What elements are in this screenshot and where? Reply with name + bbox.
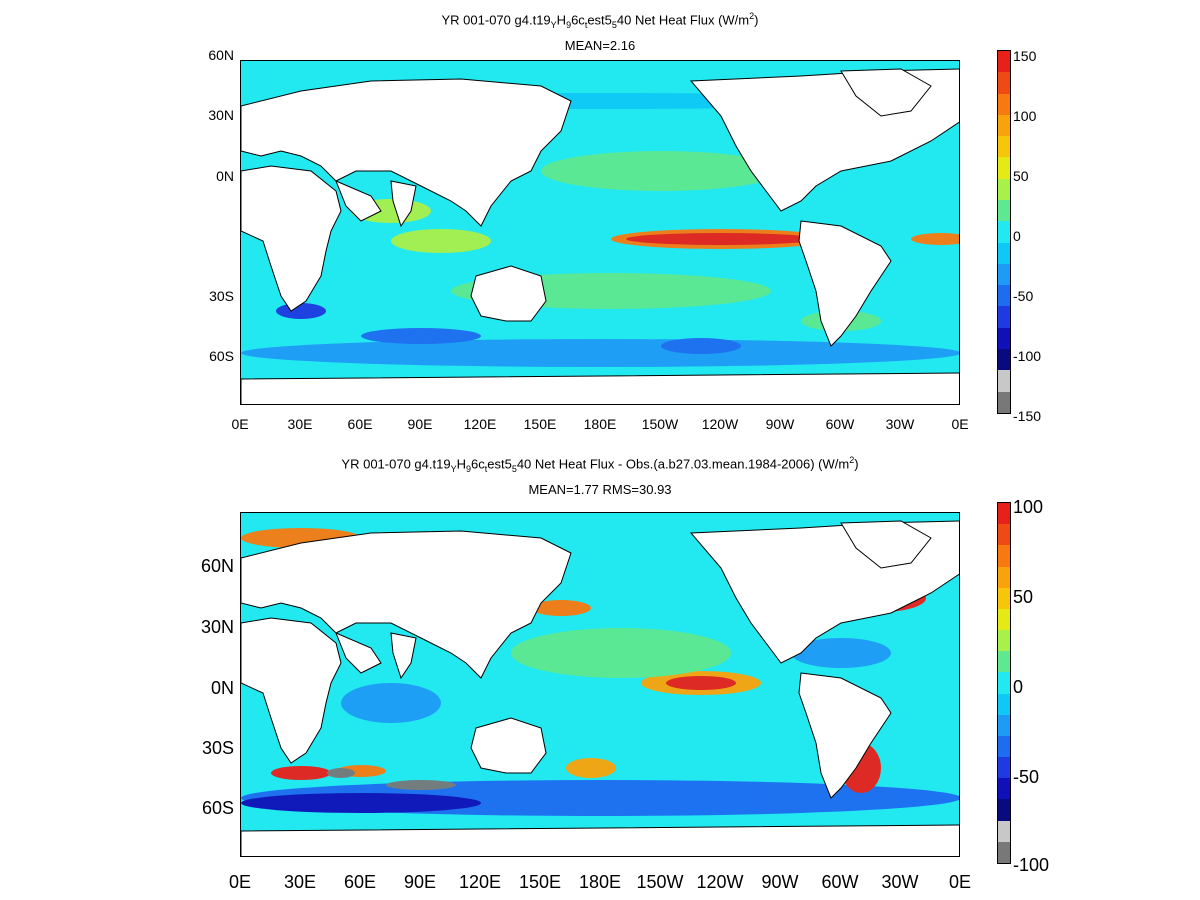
colorbar-swatch — [998, 545, 1010, 567]
panel1-lon-label: 180E — [583, 416, 617, 432]
colorbar-swatch — [998, 651, 1010, 673]
colorbar-swatch — [998, 242, 1010, 264]
panel2-lat-label: 60S — [201, 798, 234, 818]
colorbar-swatch — [998, 587, 1010, 609]
colorbar-swatch — [998, 630, 1010, 652]
colorbar-swatch — [998, 370, 1010, 392]
panel2-colorbar-tick: 100 — [1013, 497, 1044, 517]
colorbar-swatch — [998, 263, 1010, 286]
panel2-lon-label: 180E — [578, 872, 622, 892]
colorbar-swatch — [998, 735, 1010, 758]
colorbar-swatch — [998, 51, 1010, 73]
colorbar-swatch — [998, 136, 1010, 158]
panel2-lon-label: 90W — [761, 872, 799, 892]
colorbar-swatch — [998, 327, 1010, 349]
panel2-colorbar-tick: -100 — [1013, 855, 1050, 875]
panel2-lat-label: 60N — [200, 556, 234, 576]
colorbar-swatch — [998, 178, 1010, 200]
panel2-colorbar-tick: -50 — [1013, 767, 1040, 787]
colorbar-swatch — [998, 693, 1010, 715]
panel1-lon-label: 90E — [407, 416, 433, 432]
colorbar-swatch — [998, 608, 1010, 631]
colorbar-swatch — [998, 72, 1010, 94]
panel1-lon-label: 150E — [523, 416, 557, 432]
panel2-lon-label: 120E — [458, 872, 502, 892]
flux-field — [241, 528, 959, 816]
panel2-lon-label: 150E — [518, 872, 562, 892]
panel2-title: YR 001-070 g4.t19YH96ctest5540 Net Heat … — [341, 455, 859, 474]
panel1-lon-label: 30E — [287, 416, 313, 432]
panel1-colorbar-tick: 150 — [1013, 48, 1037, 64]
panel1-colorbar-tick: -100 — [1013, 348, 1042, 364]
panel2-map — [240, 512, 960, 857]
panel1-lon-label: 60W — [825, 416, 855, 432]
land-masses — [241, 520, 959, 856]
panel1-lon-label: 0E — [951, 416, 969, 432]
panel2-lon-label: 120W — [696, 872, 744, 892]
panel2-lon-label: 30W — [881, 872, 919, 892]
colorbar-swatch — [998, 566, 1010, 588]
panel2-lon-label: 90E — [403, 872, 437, 892]
colorbar-swatch — [998, 503, 1010, 525]
panel2-colorbar — [997, 502, 1011, 864]
panel1-colorbar-tick: 100 — [1013, 108, 1037, 124]
panel2-lat-label: 0N — [210, 678, 234, 698]
panel1-lon-label: 150W — [641, 416, 679, 432]
colorbar-swatch — [998, 820, 1010, 842]
colorbar-swatch — [998, 221, 1010, 243]
panel1-lat-label: 30S — [209, 288, 234, 304]
panel2-lon-label: 60W — [821, 872, 859, 892]
panel1-lat-label: 0N — [216, 168, 234, 184]
panel1-colorbar-tick: 50 — [1013, 168, 1029, 184]
panel1-lat-label: 60S — [209, 348, 234, 364]
colorbar-swatch — [998, 285, 1010, 307]
colorbar-swatch — [998, 757, 1010, 779]
panel2-lon-label: 30E — [283, 872, 317, 892]
panel1-lon-label: 90W — [765, 416, 795, 432]
colorbar-swatch — [998, 714, 1010, 736]
colorbar-swatch — [998, 157, 1010, 179]
panel1-map — [240, 60, 960, 405]
panel1-lat-label: 60N — [208, 47, 234, 63]
colorbar-swatch — [998, 391, 1010, 413]
panel2-colorbar-tick: 0 — [1013, 677, 1024, 697]
colorbar-swatch — [998, 199, 1010, 222]
colorbar-swatch — [998, 841, 1010, 863]
panel1-colorbar — [997, 50, 1011, 414]
panel2-colorbar-tick: 50 — [1013, 587, 1034, 607]
panel1-colorbar-tick: 0 — [1013, 228, 1021, 244]
colorbar-swatch — [998, 672, 1010, 694]
colorbar-swatch — [998, 114, 1010, 137]
panel1-lon-label: 30W — [885, 416, 915, 432]
colorbar-swatch — [998, 524, 1010, 546]
colorbar-swatch — [998, 799, 1010, 821]
panel1-colorbar-tick: -50 — [1013, 288, 1034, 304]
panel1-lon-label: 0E — [231, 416, 249, 432]
panel1-colorbar-tick: -150 — [1013, 408, 1042, 424]
panel2-lon-label: 60E — [343, 872, 377, 892]
panel2-lon-label: 0E — [948, 872, 972, 892]
panel2-lat-label: 30S — [201, 738, 234, 758]
colorbar-swatch — [998, 778, 1010, 800]
panel1-lon-label: 120E — [463, 416, 497, 432]
panel1-title: YR 001-070 g4.t19YH96ctest5540 Net Heat … — [441, 11, 759, 30]
panel2-lon-label: 0E — [228, 872, 252, 892]
land-masses — [241, 68, 959, 404]
panel2-lat-label: 30N — [200, 617, 234, 637]
panel1-lon-label: 120W — [701, 416, 739, 432]
panel1-lon-label: 60E — [347, 416, 373, 432]
colorbar-swatch — [998, 348, 1010, 371]
panel2-subtitle: MEAN=1.77 RMS=30.93 — [528, 482, 672, 497]
colorbar-swatch — [998, 306, 1010, 328]
panel1-lat-label: 30N — [208, 107, 234, 123]
colorbar-swatch — [998, 93, 1010, 115]
panel2-lon-label: 150W — [636, 872, 684, 892]
panel1-subtitle: MEAN=2.16 — [564, 38, 636, 53]
